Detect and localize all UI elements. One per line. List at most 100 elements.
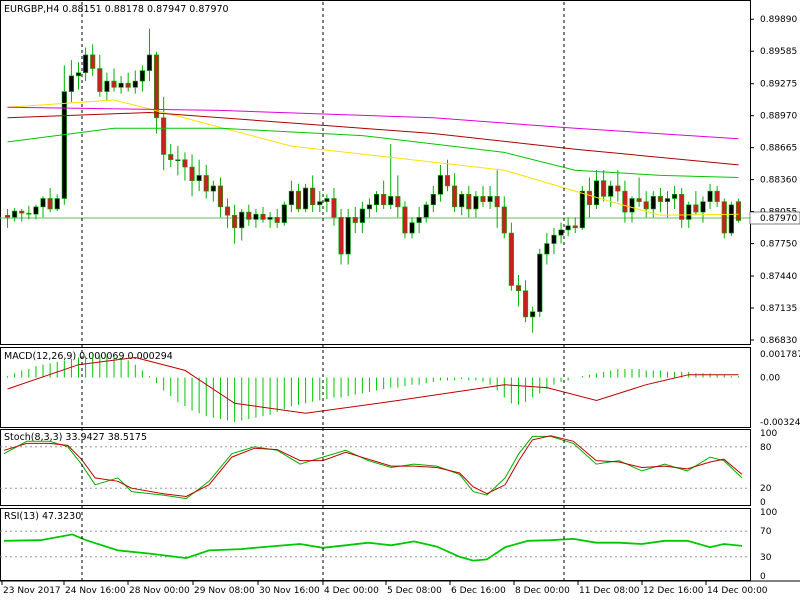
candle <box>260 213 266 220</box>
candle <box>12 210 18 218</box>
candle <box>267 217 273 220</box>
candle <box>459 193 465 208</box>
candle <box>664 198 671 202</box>
stoch-tick-label: 20 <box>760 484 772 494</box>
candle <box>210 185 216 192</box>
time-tick-label: 12 Dec 16:00 <box>643 586 704 596</box>
candle <box>515 285 522 292</box>
macd-tick-label: 0.001787 <box>760 350 800 360</box>
candle <box>586 190 593 206</box>
candle <box>161 117 167 155</box>
candle <box>224 206 231 216</box>
stoch-panel[interactable]: Stoch(8,3,3) 33.9427 38.5175 100 80 20 0 <box>0 429 777 508</box>
rsi-series-line <box>3 533 743 562</box>
stoch-series-line <box>3 435 743 500</box>
candle <box>629 198 635 213</box>
candle <box>352 217 358 223</box>
rsi-tick-label: 100 <box>760 508 777 518</box>
candle <box>373 193 380 206</box>
candle <box>721 201 727 234</box>
candle <box>593 180 600 206</box>
candle <box>686 204 692 220</box>
time-tick-label: 11 Dec 08:00 <box>579 586 640 596</box>
macd-title: MACD(12,26,9) 0.000069 0.000294 <box>4 351 173 362</box>
candle <box>217 185 224 208</box>
current-price-marker <box>749 211 800 225</box>
stoch-tick-label: 80 <box>760 443 772 453</box>
candle <box>707 190 713 202</box>
macd-tick-label: -0.003246 <box>760 418 800 428</box>
candle <box>61 91 67 199</box>
time-tick-label: 6 Dec 16:00 <box>451 586 506 596</box>
price-tick-label: 0.88360 <box>760 176 797 186</box>
macd-panel[interactable]: MACD(12,26,9) 0.000069 0.000294 0.001787… <box>0 347 800 429</box>
candle <box>366 204 373 210</box>
rsi-tick-label: 0 <box>760 572 766 582</box>
time-tick-label: 5 Dec 08:00 <box>387 586 442 596</box>
moving-average-line <box>7 99 739 216</box>
candle <box>295 190 302 210</box>
price-tick-label: 0.87440 <box>760 272 797 282</box>
candle <box>338 217 344 255</box>
time-tick-label: 29 Nov 08:00 <box>194 586 255 596</box>
candle <box>274 217 280 223</box>
rsi-tick-label: 70 <box>760 527 772 537</box>
price-title: EURGBP,H4 0.88151 0.88178 0.87947 0.8797… <box>4 4 229 15</box>
candle <box>331 198 337 218</box>
candle <box>700 201 706 213</box>
candle <box>657 196 663 202</box>
candle <box>395 196 401 208</box>
candle <box>40 198 46 208</box>
candle <box>232 214 238 229</box>
candle <box>175 159 181 162</box>
candle <box>601 180 607 197</box>
candle <box>402 206 408 234</box>
candle <box>530 311 536 318</box>
candle <box>522 290 529 318</box>
time-tick-label: 4 Dec 00:00 <box>324 586 379 596</box>
time-tick-label: 14 Dec 00:00 <box>707 586 768 596</box>
time-tick-label: 23 Nov 2017 <box>3 586 61 596</box>
candle <box>345 217 351 255</box>
candle <box>168 154 174 161</box>
price-panel[interactable]: EURGBP,H4 0.88151 0.88178 0.87947 0.8797… <box>0 0 800 347</box>
candle <box>452 185 458 208</box>
candle <box>75 72 82 77</box>
time-tick-label: 24 Nov 16:00 <box>65 586 126 596</box>
candle <box>679 193 685 220</box>
rsi-panel[interactable]: RSI(13) 47.3230 100 70 30 0 <box>0 508 777 582</box>
candle <box>118 82 124 88</box>
moving-average-line <box>7 127 739 178</box>
candle <box>551 234 557 244</box>
candle <box>579 190 585 229</box>
candle <box>501 206 507 234</box>
candle <box>47 198 53 210</box>
price-tick-label: 0.89890 <box>760 15 797 25</box>
candle <box>430 193 436 206</box>
candle <box>735 201 742 221</box>
candle <box>146 54 153 71</box>
candle <box>153 54 160 119</box>
candle <box>246 211 252 220</box>
candle <box>97 68 103 92</box>
candle <box>253 213 259 220</box>
price-tick-label: 0.88665 <box>760 144 797 154</box>
price-panel-frame <box>0 0 751 345</box>
candle <box>203 175 209 192</box>
candle <box>281 204 287 223</box>
candle <box>324 198 330 202</box>
candle <box>83 54 89 74</box>
candle <box>565 225 571 231</box>
rsi-tick-label: 30 <box>760 553 772 563</box>
candle <box>615 185 621 192</box>
candle <box>473 196 479 210</box>
stoch-panel-frame <box>0 429 751 506</box>
candle <box>572 225 578 229</box>
stoch-series-line <box>3 435 743 498</box>
candle <box>288 190 294 206</box>
candle <box>104 80 110 92</box>
candle <box>317 201 323 206</box>
candle <box>714 190 720 202</box>
candle <box>480 196 486 202</box>
